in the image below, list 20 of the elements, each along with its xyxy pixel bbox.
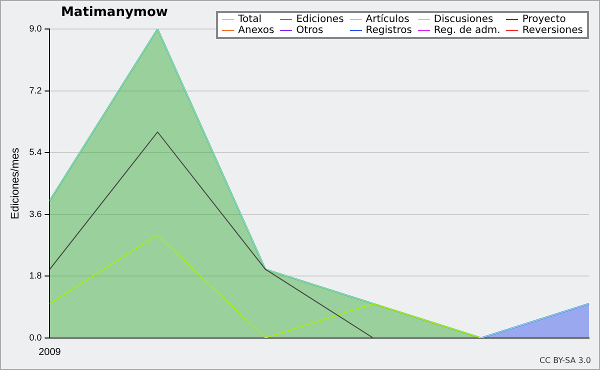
legend-label: Discusiones	[432, 14, 494, 25]
chart-title: Matimanymow	[61, 5, 168, 20]
legend-label: Reg. de adm.	[432, 25, 500, 36]
y-axis-title: Ediciones/mes	[10, 147, 22, 220]
x-tick-label: 2009	[38, 346, 62, 358]
y-tick-label: 0.0	[29, 332, 42, 342]
legend-label: Anexos	[237, 25, 274, 36]
text: CC BY-SA 3.0	[539, 356, 591, 365]
legend-label: Reversiones	[521, 25, 583, 36]
legend-label: Otros	[295, 25, 324, 36]
legend-label: Registros	[364, 25, 412, 36]
y-tick-label: 3.6	[29, 208, 42, 219]
y-tick-label: 1.8	[29, 270, 42, 281]
legend-label: Total	[237, 14, 262, 25]
legend-label: Artículos	[364, 14, 410, 25]
y-tick-label: 7.2	[29, 85, 42, 96]
legend-label: Proyecto	[521, 14, 566, 25]
y-tick-label: 9.0	[29, 23, 42, 34]
y-tick-label: 5.4	[29, 147, 42, 158]
legend-label: Ediciones	[295, 14, 344, 25]
